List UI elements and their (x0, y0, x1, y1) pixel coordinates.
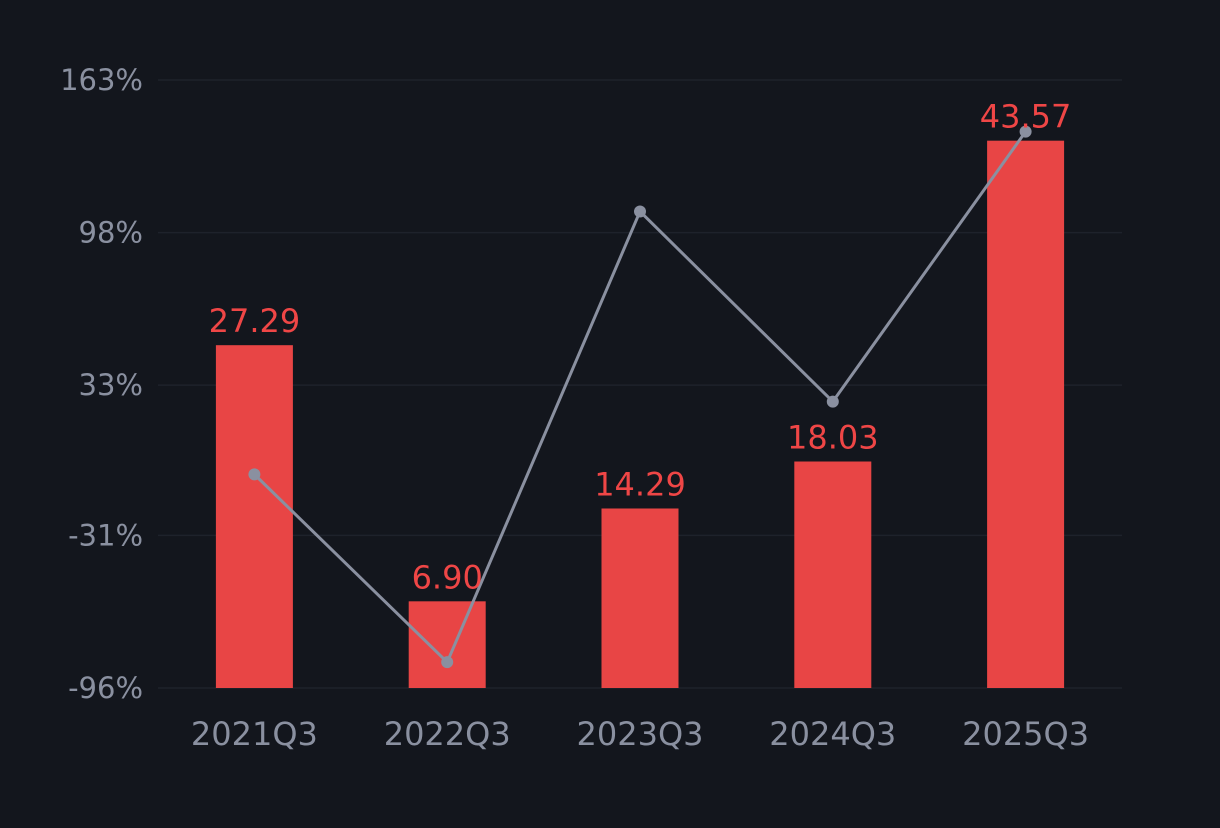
bar (215, 345, 293, 688)
line-point (441, 656, 454, 669)
line-point (634, 205, 646, 218)
bar (794, 461, 872, 688)
x-tick-label: 2024Q3 (769, 715, 896, 753)
x-axis-tick-labels: 2021Q3 2022Q3 2023Q3 2024Q3 2025Q3 (191, 715, 1089, 753)
bar-data-labels: 27.29 6.90 14.29 18.03 43.57 (209, 98, 1072, 597)
bar (601, 508, 679, 688)
bar-value-label: 6.90 (412, 558, 483, 596)
growth-line-series (248, 125, 1032, 669)
bar (408, 601, 486, 688)
x-tick-label: 2023Q3 (577, 715, 704, 753)
bar-value-label: 18.03 (787, 419, 879, 457)
y-axis-tick-labels: -96% -31% 33% 98% 163% (60, 63, 143, 705)
bar-value-label: 27.29 (209, 302, 301, 340)
bar-value-label: 43.57 (980, 98, 1072, 136)
x-tick-label: 2025Q3 (962, 715, 1089, 753)
x-tick-label: 2021Q3 (191, 715, 318, 753)
x-tick-label: 2022Q3 (384, 715, 511, 753)
bars (215, 140, 1065, 688)
y-tick-label: -31% (68, 518, 143, 552)
y-tick-label: -96% (68, 671, 143, 705)
y-tick-label: 33% (79, 368, 143, 402)
line-point (826, 395, 839, 408)
bar (987, 140, 1065, 688)
bar-value-label: 14.29 (594, 465, 686, 503)
y-tick-label: 98% (79, 216, 143, 250)
y-tick-label: 163% (60, 63, 143, 97)
line-point (248, 468, 261, 481)
line-point (1019, 125, 1032, 138)
